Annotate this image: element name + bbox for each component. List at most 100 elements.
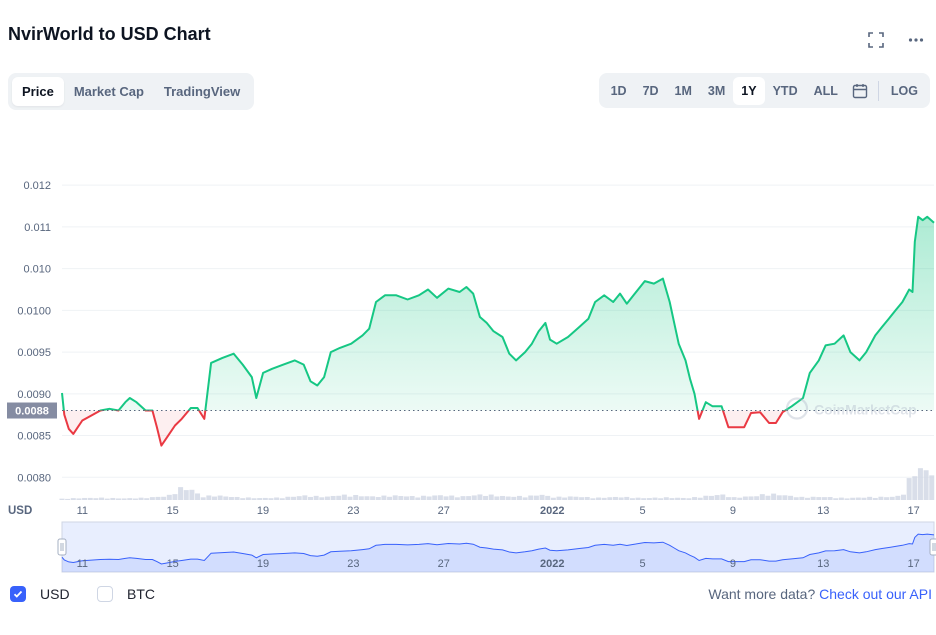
tab-market-cap[interactable]: Market Cap <box>73 84 144 99</box>
range-7d[interactable]: 7D <box>642 83 659 98</box>
btc-checkbox[interactable] <box>97 586 113 602</box>
volume-bar <box>821 497 827 500</box>
volume-bar <box>641 498 647 500</box>
reference-price-label: 0.0088 <box>15 406 49 418</box>
volume-bar <box>754 496 760 500</box>
navigator-tick-label: 27 <box>438 558 450 570</box>
api-link[interactable]: Check out our API <box>819 586 932 602</box>
volume-bar <box>827 497 833 500</box>
x-tick-label: 23 <box>347 505 359 517</box>
y-tick-label: 0.012 <box>23 180 51 192</box>
volume-bar <box>917 468 923 500</box>
volume-bar <box>228 497 234 500</box>
volume-bar <box>324 496 330 500</box>
navigator-tick-label: 17 <box>908 558 920 570</box>
volume-bar <box>178 487 184 500</box>
legend-btc-label: BTC <box>127 586 155 602</box>
y-tick-label: 0.0095 <box>17 347 51 359</box>
volume-bar <box>200 497 206 500</box>
volume-bar <box>708 495 714 500</box>
volume-bar <box>771 493 777 500</box>
volume-bar <box>788 495 794 500</box>
navigator-handle-left[interactable] <box>57 538 67 556</box>
volume-bar <box>257 498 263 500</box>
volume-bar <box>855 497 861 500</box>
volume-bar <box>183 490 189 500</box>
volume-bar <box>313 495 319 500</box>
volume-bar <box>375 497 381 500</box>
more-icon[interactable] <box>906 32 926 52</box>
price-chart[interactable]: 0.0080 0.0085 0.0090 0.0095 0.0100 0.010 0.011… <box>0 115 936 580</box>
volume-bar <box>867 496 873 500</box>
volume-bar <box>793 497 799 500</box>
volume-bar <box>912 476 918 500</box>
volume-bar <box>804 497 810 500</box>
calendar-icon[interactable] <box>846 77 874 105</box>
usd-axis-label: USD <box>8 505 32 517</box>
volume-bar <box>415 497 421 500</box>
legend-btc[interactable]: BTC <box>97 586 155 602</box>
volume-bar <box>675 497 681 500</box>
volume-bar <box>522 497 528 500</box>
volume-bar <box>596 497 602 500</box>
volume-bar <box>195 493 201 500</box>
volume-bar <box>528 495 534 500</box>
x-tick-label: 9 <box>730 505 736 517</box>
range-ytd[interactable]: YTD <box>772 83 798 98</box>
volume-bar <box>471 495 477 500</box>
volume-bar <box>533 495 539 500</box>
legend-usd-label: USD <box>40 586 70 602</box>
log-scale-toggle[interactable]: LOG <box>890 83 918 98</box>
volume-bar <box>759 494 765 500</box>
volume-bar <box>138 497 144 500</box>
range-1y[interactable]: 1Y <box>733 76 765 105</box>
volume-bar <box>381 495 387 500</box>
volume-bar <box>262 497 268 500</box>
volume-bar <box>104 498 110 500</box>
volume-bar <box>76 498 82 500</box>
tab-price[interactable]: Price <box>12 77 64 106</box>
range-3m[interactable]: 3M <box>707 83 726 98</box>
volume-bar <box>500 495 506 500</box>
volume-bar <box>714 495 720 500</box>
volume-bar <box>816 497 822 500</box>
volume-bar <box>82 497 88 500</box>
api-promo: Want more data? Check out our API <box>708 586 932 602</box>
x-tick-label: 15 <box>167 505 179 517</box>
navigator-area <box>62 534 934 572</box>
range-1d[interactable]: 1D <box>610 83 627 98</box>
range-divider <box>877 80 879 101</box>
volume-bar <box>562 497 568 500</box>
volume-bar <box>844 498 850 500</box>
tab-tradingview[interactable]: TradingView <box>163 84 241 99</box>
fullscreen-icon[interactable] <box>866 32 886 52</box>
volume-bar <box>149 497 155 500</box>
volume-bar <box>409 496 415 500</box>
volume-bar <box>584 496 590 500</box>
volume-bar <box>132 498 138 500</box>
volume-bar <box>494 496 500 500</box>
usd-checkbox[interactable] <box>10 586 26 602</box>
volume-bar <box>725 497 731 500</box>
volume-bar <box>624 496 630 500</box>
navigator-tick-label: 19 <box>257 558 269 570</box>
volume-bar <box>889 496 895 500</box>
api-promo-text: Want more data? <box>708 586 816 602</box>
navigator-tick-label: 9 <box>730 558 736 570</box>
navigator-tick-label: 13 <box>817 558 829 570</box>
volume-bar <box>742 496 748 500</box>
range-all[interactable]: ALL <box>813 83 838 98</box>
volume-bar <box>245 497 251 500</box>
volume-bar <box>364 496 370 500</box>
volume-bar <box>607 497 613 500</box>
chart-type-tabs: Price Market Cap TradingView <box>8 73 255 110</box>
range-1m[interactable]: 1M <box>674 83 692 98</box>
y-tick-label: 0.0080 <box>17 472 51 484</box>
legend-usd[interactable]: USD <box>10 586 70 602</box>
volume-bar <box>720 494 726 500</box>
volume-bar <box>511 496 517 500</box>
volume-bar <box>296 496 302 500</box>
volume-bar <box>776 495 782 500</box>
coinmarketcap-watermark: CoinMarketCap <box>785 397 917 420</box>
navigator-tick-label: 2022 <box>540 558 564 570</box>
